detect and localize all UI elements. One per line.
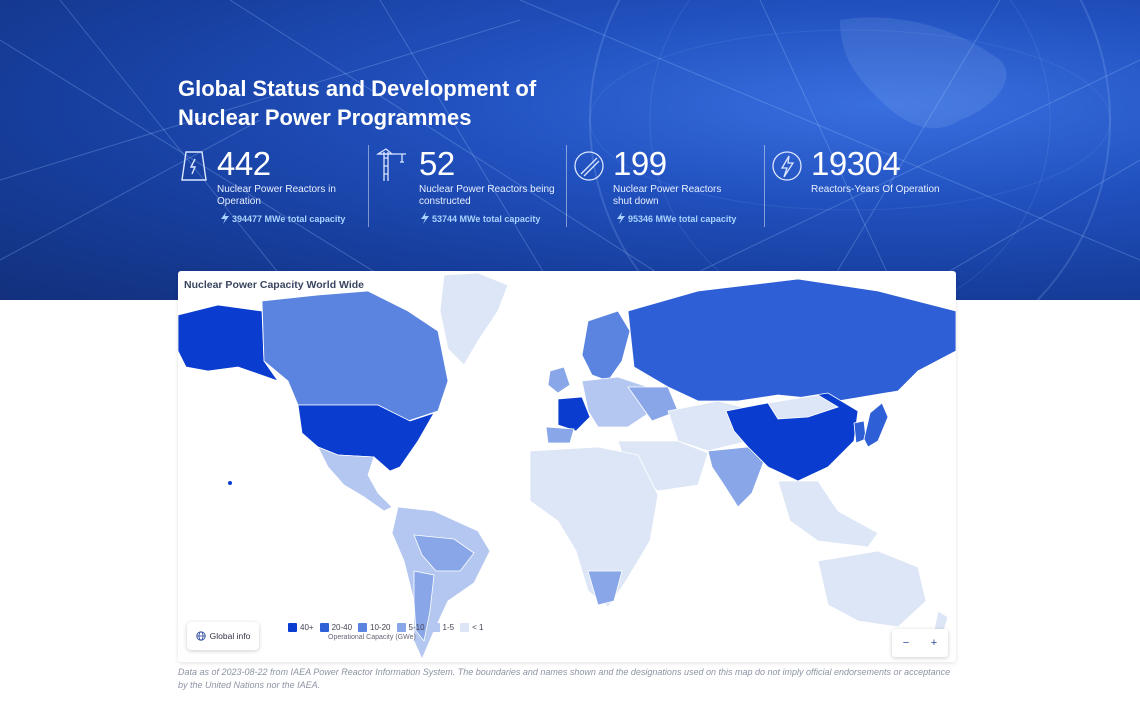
stat-divider <box>566 145 567 227</box>
united-kingdom[interactable] <box>547 366 571 394</box>
network-background <box>0 0 1140 300</box>
power-plant-icon <box>181 151 207 181</box>
lightning-icon <box>221 212 229 224</box>
map-legend: 40+ 20-40 10-20 5-10 1-5 < 1 Operational Capa… <box>288 623 483 641</box>
united-states[interactable] <box>297 404 435 472</box>
legend-item: 20-40 <box>319 623 353 632</box>
stat-value: 199 <box>613 145 667 182</box>
legend-swatch <box>396 623 406 632</box>
russia[interactable] <box>627 278 956 402</box>
scandinavia[interactable] <box>581 310 631 382</box>
legend-label: < 1 <box>472 623 484 632</box>
lightning-icon <box>421 212 429 224</box>
global-info-label: Global info <box>209 631 251 641</box>
global-info-button[interactable]: Global info <box>187 622 259 650</box>
zoom-controls: − + <box>892 629 948 657</box>
legend-item: < 1 <box>460 623 483 632</box>
brazil[interactable] <box>413 534 475 572</box>
legend-label: 5-10 <box>408 623 425 632</box>
france[interactable] <box>557 396 591 432</box>
legend-item: 1-5 <box>430 623 455 632</box>
southeast-asia[interactable] <box>777 480 879 548</box>
hawaii[interactable] <box>228 481 232 485</box>
mexico[interactable] <box>317 446 393 512</box>
crane-icon <box>376 148 406 181</box>
zoom-out-button[interactable]: − <box>902 637 910 649</box>
india[interactable] <box>707 446 765 508</box>
argentina[interactable] <box>413 570 435 642</box>
lightning-icon <box>617 212 625 224</box>
world-map[interactable] <box>178 271 956 662</box>
stat-divider <box>368 145 369 227</box>
legend-swatch <box>288 623 297 632</box>
japan[interactable] <box>863 402 889 448</box>
stat-label: Nuclear Power Reactors shut down <box>613 184 722 207</box>
legend-item: 5-10 <box>396 623 425 632</box>
stat-label: Nuclear Power Reactors being constructed <box>419 184 555 207</box>
stat-divider <box>764 145 765 227</box>
capacity-text: 95346 MWe total capacity <box>628 214 737 224</box>
stat-capacity: 53744 MWe total capacity <box>420 212 540 224</box>
zoom-in-button[interactable]: + <box>930 637 938 649</box>
south-africa[interactable] <box>587 570 623 606</box>
stat-label: Reactors-Years Of Operation <box>811 184 940 195</box>
spain[interactable] <box>545 426 575 444</box>
africa[interactable] <box>529 446 659 608</box>
alaska[interactable] <box>178 304 280 382</box>
legend-item: 40+ <box>288 623 314 632</box>
map-title: Nuclear Power Capacity World Wide <box>184 279 365 291</box>
stat-value: 442 <box>217 145 271 182</box>
stat-capacity: 394477 MWe total capacity <box>220 212 345 224</box>
legend-swatch <box>430 623 440 632</box>
legend-swatch <box>460 623 470 632</box>
legend-label: 10-20 <box>370 623 391 632</box>
lightning-circle-icon <box>772 151 802 181</box>
legend-label: 20-40 <box>331 623 353 632</box>
mongolia[interactable] <box>767 394 839 420</box>
capacity-text: 394477 MWe total capacity <box>232 214 346 224</box>
capacity-text: 53744 MWe total capacity <box>432 214 541 224</box>
legend-swatch <box>358 623 368 632</box>
legend-item: 10-20 <box>358 623 391 632</box>
legend-label: 40+ <box>300 623 314 632</box>
australia[interactable] <box>817 550 927 628</box>
page-title: Global Status and Development of Nuclear… <box>178 76 537 130</box>
data-footnote: Data as of 2023-08-22 from IAEA Power Re… <box>178 667 951 690</box>
legend-label: 1-5 <box>442 623 455 632</box>
stat-value: 19304 <box>811 145 901 182</box>
stat-value: 52 <box>419 145 455 182</box>
world-map-card: Nuclear Power Capacity World Wide Global… <box>178 271 956 662</box>
globe-icon <box>196 631 206 641</box>
shutdown-icon <box>574 151 604 181</box>
hero-banner: Global Status and Development of Nuclear… <box>0 0 1140 300</box>
stat-label: Nuclear Power Reactors in Operation <box>217 184 336 207</box>
legend-swatch <box>319 623 329 632</box>
canada[interactable] <box>261 290 449 422</box>
legend-caption: Operational Capacity (GWe) <box>328 634 416 641</box>
greenland[interactable] <box>439 272 509 366</box>
stat-capacity: 95346 MWe total capacity <box>616 212 736 224</box>
